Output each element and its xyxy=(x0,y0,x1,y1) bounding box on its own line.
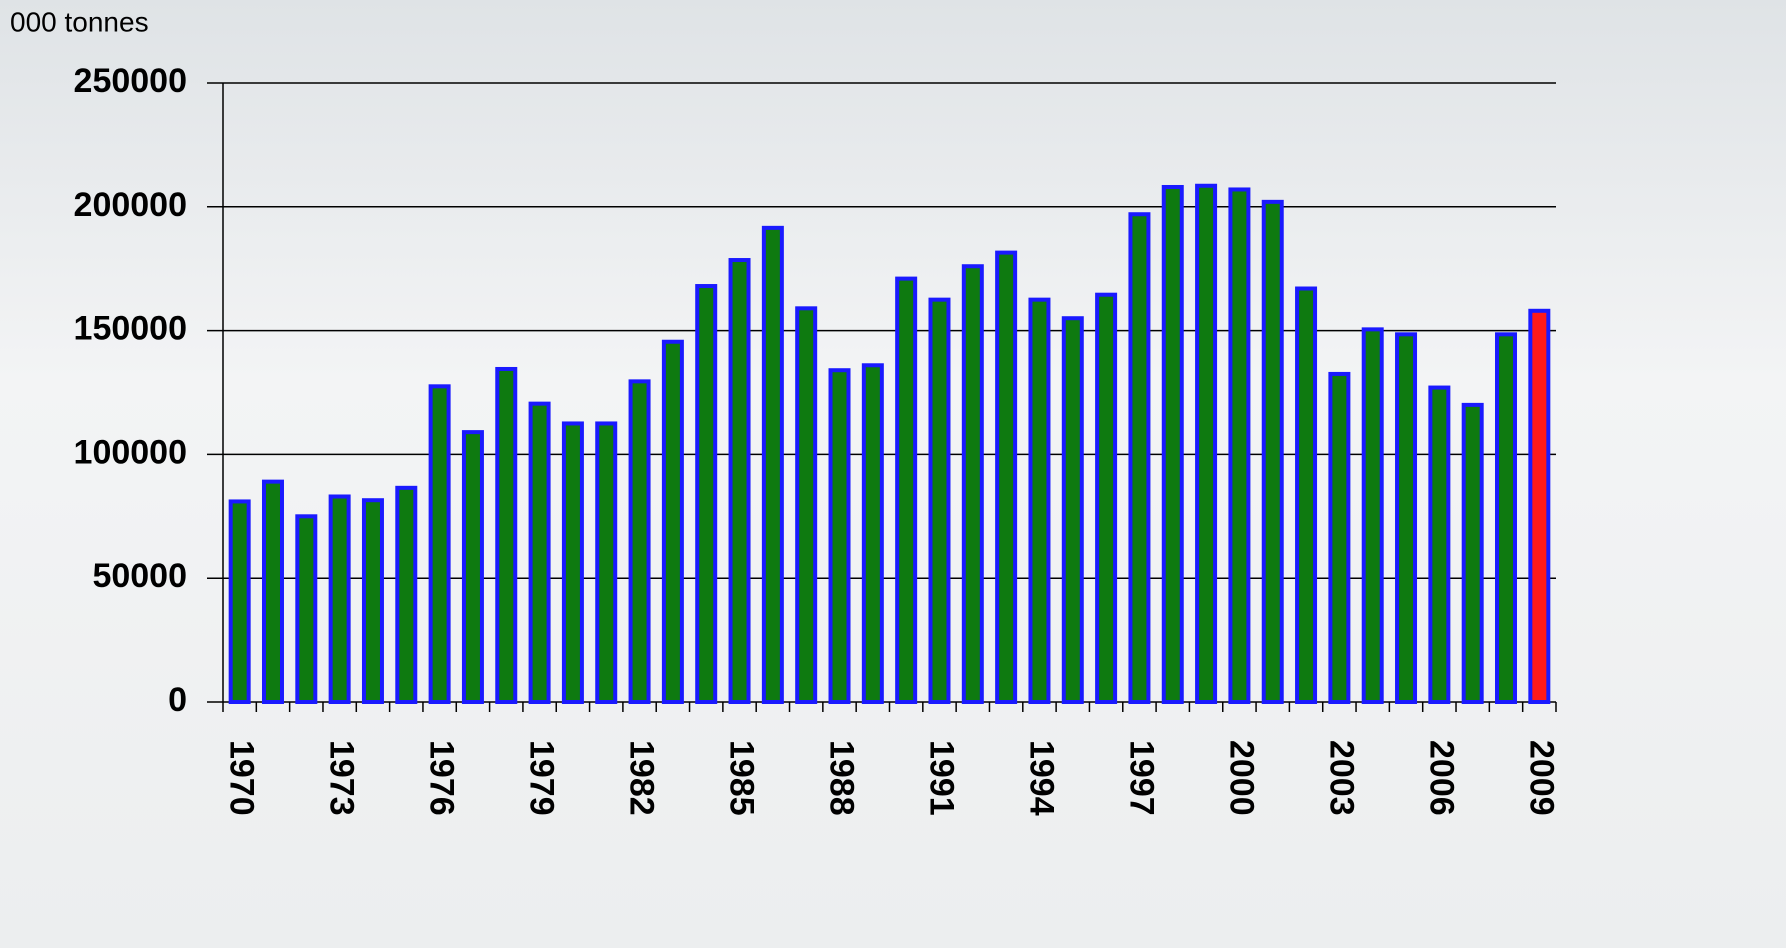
bar xyxy=(661,339,684,704)
x-tick-label: 2000 xyxy=(1222,740,1260,816)
bar xyxy=(328,494,351,704)
y-tick-label: 50000 xyxy=(92,557,187,595)
bar xyxy=(1395,332,1418,704)
y-tick-label: 200000 xyxy=(74,186,187,224)
bar xyxy=(861,363,884,704)
bar xyxy=(895,276,918,704)
bar xyxy=(795,306,818,704)
bar xyxy=(695,284,718,704)
bar xyxy=(295,514,318,704)
bar xyxy=(728,258,751,704)
bar xyxy=(1161,184,1184,704)
bar xyxy=(428,384,451,704)
x-tick-label: 2009 xyxy=(1522,740,1560,816)
bar xyxy=(628,379,651,704)
y-tick-label: 0 xyxy=(168,681,187,719)
bar xyxy=(595,421,618,704)
bar xyxy=(1528,308,1551,704)
bar xyxy=(361,498,384,704)
x-tick-label: 2003 xyxy=(1322,740,1360,816)
bar xyxy=(561,421,584,704)
x-tick-label: 1973 xyxy=(323,740,361,816)
bar xyxy=(1295,286,1318,704)
bar xyxy=(1261,199,1284,705)
x-tick-label: 2006 xyxy=(1422,740,1460,816)
y-tick-label: 100000 xyxy=(74,433,187,471)
bar xyxy=(1461,402,1484,704)
bar xyxy=(1361,327,1384,704)
x-tick-label: 1994 xyxy=(1022,740,1060,816)
x-tick-label: 1991 xyxy=(923,740,961,816)
bar xyxy=(928,297,951,704)
bar xyxy=(1328,371,1351,704)
bar xyxy=(761,225,784,704)
bar xyxy=(1495,332,1518,704)
bar xyxy=(261,479,284,704)
bar xyxy=(1228,187,1251,704)
bar xyxy=(228,499,251,704)
bar xyxy=(1028,297,1051,704)
x-tick-label: 1970 xyxy=(223,740,261,816)
y-tick-label: 150000 xyxy=(74,310,187,348)
bar xyxy=(1195,183,1218,704)
bar xyxy=(1061,316,1084,704)
x-tick-label: 1976 xyxy=(423,740,461,816)
bar xyxy=(1128,212,1151,704)
bar xyxy=(528,401,551,704)
y-axis-label: 000 tonnes xyxy=(10,6,149,37)
x-tick-label: 1988 xyxy=(823,740,861,816)
bar xyxy=(461,430,484,704)
bar xyxy=(828,368,851,704)
bar xyxy=(961,264,984,704)
x-tick-label: 1979 xyxy=(523,740,561,816)
bar xyxy=(1095,292,1118,704)
bar xyxy=(395,485,418,704)
bar xyxy=(495,366,518,704)
y-tick-label: 250000 xyxy=(74,62,187,100)
x-tick-label: 1985 xyxy=(723,740,761,816)
x-tick-label: 1982 xyxy=(623,740,661,816)
bar xyxy=(995,250,1018,705)
bar xyxy=(1428,385,1451,704)
x-tick-label: 1997 xyxy=(1122,740,1160,816)
